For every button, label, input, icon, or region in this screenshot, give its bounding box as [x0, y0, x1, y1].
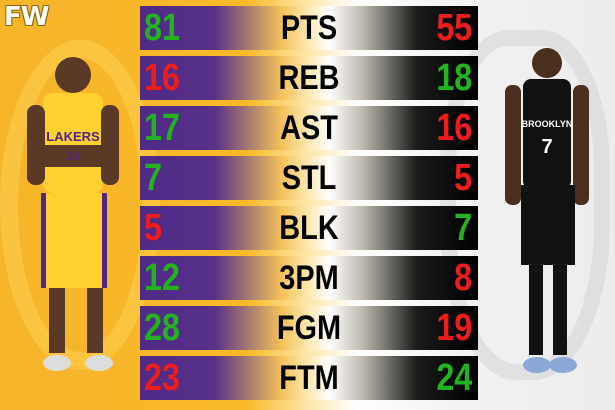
stat-row-stl: 7 STL 5: [140, 156, 478, 200]
stat-row-pts: 81 PTS 55: [140, 6, 478, 50]
right-player-value: 18: [436, 57, 472, 99]
right-player-image: BROOKLYN 7: [505, 48, 589, 373]
right-player-value: 5: [454, 157, 472, 199]
left-player-image: LAKERS 24: [27, 57, 119, 371]
stat-label: PTS: [280, 9, 338, 47]
left-player-value: 28: [144, 307, 180, 349]
stat-row-ftm: 23 FTM 24: [140, 356, 478, 400]
stat-row-ast: 17 AST 16: [140, 106, 478, 150]
right-player-value: 24: [436, 357, 472, 399]
stat-row-reb: 16 REB 18: [140, 56, 478, 100]
stat-label: FGM: [276, 309, 342, 347]
stat-label: REB: [278, 59, 340, 97]
right-player-value: 55: [436, 7, 472, 49]
stat-label: FTM: [279, 359, 339, 397]
left-jersey-text: LAKERS: [46, 129, 100, 144]
stat-label: AST: [280, 109, 338, 147]
left-jersey-number: 24: [66, 149, 80, 163]
fw-logo: FW: [4, 2, 49, 32]
left-player-value: 5: [144, 207, 162, 249]
right-player-value: 19: [436, 307, 472, 349]
stat-label: 3PM: [279, 259, 339, 297]
left-player-value: 17: [144, 107, 180, 149]
stat-label: STL: [281, 159, 337, 197]
stats-comparison-table: 81 PTS 55 16 REB 18 17 AST 16 7 STL 5 5 BLK 7 12 3PM 8 28 F…: [140, 6, 478, 406]
left-player-value: 16: [144, 57, 180, 99]
left-player-value: 7: [144, 157, 162, 199]
stat-row-fgm: 28 FGM 19: [140, 306, 478, 350]
right-player-value: 8: [454, 257, 472, 299]
stat-row-blk: 5 BLK 7: [140, 206, 478, 250]
right-jersey-number: 7: [541, 136, 552, 158]
stat-label: BLK: [279, 209, 339, 247]
left-player-value: 23: [144, 357, 180, 399]
right-player-value: 16: [436, 107, 472, 149]
left-player-value: 81: [144, 7, 180, 49]
right-jersey-text: BROOKLYN: [522, 119, 573, 129]
stat-row-3pm: 12 3PM 8: [140, 256, 478, 300]
right-player-value: 7: [454, 207, 472, 249]
left-player-value: 12: [144, 257, 180, 299]
